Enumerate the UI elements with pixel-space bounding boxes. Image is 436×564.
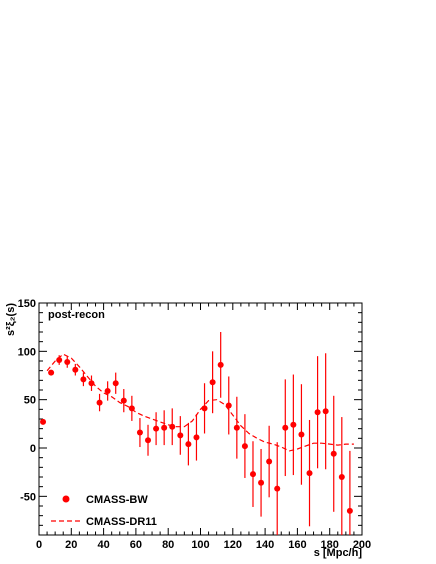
x-axis-title: s [Mpc/h] bbox=[314, 547, 363, 559]
legend-label-points: CMASS-BW bbox=[86, 494, 148, 506]
data-point bbox=[274, 485, 281, 492]
data-points bbox=[40, 332, 353, 535]
data-point bbox=[217, 361, 224, 368]
y-tick-label: -50 bbox=[20, 491, 36, 503]
legend-label-line: CMASS-DR11 bbox=[86, 516, 157, 528]
y-tick-label: 150 bbox=[18, 298, 36, 310]
data-point bbox=[177, 432, 184, 439]
data-point bbox=[96, 399, 103, 406]
data-point bbox=[241, 443, 248, 450]
data-point bbox=[322, 408, 329, 415]
data-point bbox=[201, 405, 208, 412]
data-point bbox=[209, 379, 216, 386]
x-tick-label: 140 bbox=[256, 539, 274, 551]
data-point bbox=[266, 458, 273, 465]
data-point bbox=[56, 357, 63, 364]
data-point bbox=[258, 479, 265, 486]
data-point bbox=[330, 450, 337, 457]
series-line-cmass-dr11 bbox=[46, 353, 354, 452]
data-point bbox=[282, 424, 289, 431]
data-point bbox=[314, 409, 321, 416]
data-point bbox=[128, 405, 135, 412]
data-point bbox=[346, 507, 353, 514]
data-point bbox=[290, 421, 297, 428]
data-point bbox=[40, 418, 47, 425]
data-point bbox=[64, 358, 71, 365]
x-tick-label: 20 bbox=[65, 539, 77, 551]
y-tick-label: 100 bbox=[18, 346, 36, 358]
data-point bbox=[338, 474, 345, 480]
data-point bbox=[48, 369, 55, 376]
data-point bbox=[72, 366, 79, 373]
legend: CMASS-BW CMASS-DR11 bbox=[51, 494, 157, 528]
panel-label: post-recon bbox=[48, 309, 105, 321]
x-tick-label: 200 bbox=[353, 539, 371, 551]
data-point bbox=[249, 471, 256, 478]
x-tick-label: 60 bbox=[130, 539, 142, 551]
y-axis-title: s²ξ₂(s) bbox=[5, 303, 17, 336]
data-point bbox=[298, 431, 305, 438]
y-tick-label: 0 bbox=[30, 443, 36, 455]
data-point bbox=[112, 380, 119, 387]
data-point bbox=[80, 376, 87, 383]
x-tick-label: 100 bbox=[191, 539, 209, 551]
data-point bbox=[88, 380, 95, 387]
data-point bbox=[193, 434, 200, 441]
data-point bbox=[306, 470, 313, 477]
x-tick-label: 120 bbox=[224, 539, 242, 551]
data-point bbox=[136, 429, 143, 436]
data-point bbox=[153, 425, 160, 432]
data-point bbox=[185, 441, 192, 448]
data-point bbox=[169, 423, 176, 430]
x-tick-label: 40 bbox=[97, 539, 109, 551]
data-point bbox=[120, 397, 127, 404]
x-tick-label: 80 bbox=[162, 539, 174, 551]
data-point bbox=[225, 402, 232, 409]
x-tick-label: 160 bbox=[288, 539, 306, 551]
x-tick-label: 180 bbox=[321, 539, 339, 551]
data-point bbox=[161, 424, 168, 431]
legend-marker-points bbox=[62, 495, 70, 503]
data-point bbox=[233, 424, 240, 431]
data-point bbox=[104, 387, 111, 394]
data-point bbox=[145, 437, 152, 444]
x-tick-label: 0 bbox=[36, 539, 42, 551]
model-curve bbox=[46, 353, 354, 452]
axes: 0 20 40 60 80 100 120 140 160 180 200 -50 0 50 100 150 bbox=[18, 298, 372, 551]
y-tick-label: 50 bbox=[24, 395, 36, 407]
